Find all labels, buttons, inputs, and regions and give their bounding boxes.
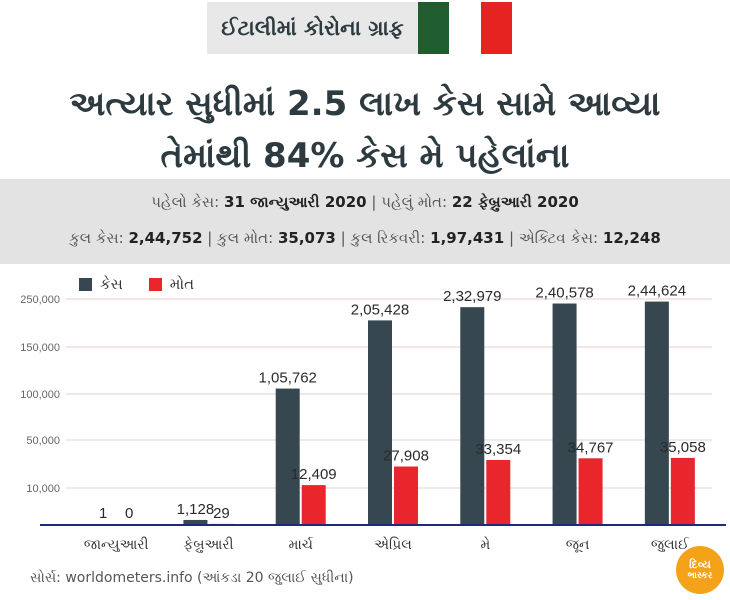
x-category-label: જાન્યુઆરી xyxy=(84,537,149,553)
separator: | xyxy=(508,229,515,247)
bar-deaths xyxy=(301,485,326,524)
data-label-deaths: 27,908 xyxy=(383,448,429,465)
legend-swatch-deaths xyxy=(148,277,162,291)
logo-line2: ભાસ્કર xyxy=(687,571,713,581)
data-label-cases: 2,32,979 xyxy=(443,288,501,305)
bar-deaths xyxy=(394,466,418,524)
first-death-value: 22 ફેબ્રુઆરી 2020 xyxy=(451,193,579,211)
info-line-first: પહેલો કેસ: 31 જાન્યુઆરી 2020 | પહેલું મો… xyxy=(0,193,730,211)
bar-cases xyxy=(552,303,577,524)
flag-stripe-red xyxy=(480,2,512,54)
data-label-cases: 2,40,578 xyxy=(535,285,593,302)
first-death-label: પહેલું મોત: xyxy=(381,193,448,211)
active-label: એક્ટિવ કેસ: xyxy=(518,229,599,247)
source-note: સોર્સ: worldometers.info (આંકડા 20 જુલાઈ… xyxy=(30,570,354,586)
y-tick-label: 150,000 xyxy=(20,342,60,354)
data-label-deaths: 29 xyxy=(213,505,230,522)
separator: | xyxy=(340,229,346,247)
x-category-label: જુલાઈ xyxy=(651,537,690,553)
x-category-label: એપ્રિલ xyxy=(374,536,412,553)
data-label-cases: 1 xyxy=(99,505,107,522)
data-label-deaths: 34,767 xyxy=(568,439,614,456)
x-category-label: જૂન xyxy=(566,537,590,553)
bar-deaths xyxy=(486,459,511,524)
title-tag-text: ઈટાલીમાં કોરોના ગ્રાફ xyxy=(221,15,404,40)
bar-cases xyxy=(368,320,392,524)
info-box: પહેલો કેસ: 31 જાન્યુઆરી 2020 | પહેલું મો… xyxy=(0,179,730,264)
flag-stripe-white xyxy=(449,2,481,54)
legend-label-deaths: મોત xyxy=(169,275,195,293)
data-label-cases: 2,05,428 xyxy=(351,301,409,318)
bar-cases xyxy=(644,301,669,524)
total-deaths-label: કુલ મોત: xyxy=(217,229,274,247)
y-tick-label: 10,000 xyxy=(26,483,60,495)
data-label-deaths: 0 xyxy=(125,505,133,522)
legend-item-cases: કેસ xyxy=(79,275,123,293)
total-cases-value: 2,44,752 xyxy=(128,229,203,247)
bar-cases xyxy=(183,519,208,524)
data-label-deaths: 33,354 xyxy=(475,441,521,458)
data-label-cases: 2,44,624 xyxy=(628,283,686,300)
total-deaths-value: 35,073 xyxy=(277,229,336,247)
first-case-value: 31 જાન્યુઆરી 2020 xyxy=(224,193,367,211)
legend-item-deaths: મોત xyxy=(148,275,195,293)
data-label-deaths: 35,058 xyxy=(660,439,706,456)
italy-flag-icon xyxy=(418,2,512,54)
headline-line1: અત્યાર સુધીમાં 2.5 લાખ કેસ સામે આવ્યા xyxy=(69,84,661,124)
total-cases-label: કુલ કેસ: xyxy=(69,229,124,247)
bar-cases xyxy=(275,388,300,524)
first-case-label: પહેલો કેસ: xyxy=(151,193,220,211)
active-value: 12,248 xyxy=(602,229,661,247)
total-recovered-value: 1,97,431 xyxy=(430,229,505,247)
y-tick-label: 250,000 xyxy=(20,294,60,306)
title-tag: ઈટાલીમાં કોરોના ગ્રાફ xyxy=(207,2,512,54)
info-line-totals: કુલ કેસ: 2,44,752 | કુલ મોત: 35,073 | કુ… xyxy=(0,229,730,247)
legend-swatch-cases xyxy=(79,277,92,291)
bar-deaths xyxy=(578,458,603,524)
x-category-label: ફેબ્રુઆરી xyxy=(183,536,233,553)
bar-cases xyxy=(460,307,485,524)
y-tick-label: 100,000 xyxy=(20,389,60,401)
y-tick-label: 50,000 xyxy=(26,435,60,447)
flag-stripe-green xyxy=(418,2,450,54)
headline: અત્યાર સુધીમાં 2.5 લાખ કેસ સામે આવ્યા તે… xyxy=(0,78,730,182)
bar-deaths xyxy=(670,457,695,524)
headline-line2: તેમાંથી 84% કેસ મે પહેલાંના xyxy=(160,136,570,176)
chart-legend: કેસ મોત xyxy=(79,275,220,293)
data-label-cases: 1,05,762 xyxy=(259,370,317,387)
separator: | xyxy=(371,193,377,211)
bar-chart: 10,000 50,000 100,000 150,000 250,000 1 0 જાન્ય… xyxy=(20,283,726,553)
total-recovered-label: કુલ રિકવરી: xyxy=(350,229,426,247)
x-category-label: માર્ચ xyxy=(288,536,313,553)
logo-line1: દિવ્ય xyxy=(689,558,711,571)
divya-bhaskar-logo: દિવ્ય ભાસ્કર xyxy=(676,546,724,594)
legend-label-cases: કેસ xyxy=(100,275,123,293)
separator: | xyxy=(207,229,213,247)
x-category-label: મે xyxy=(480,536,490,553)
data-label-deaths: 12,409 xyxy=(291,466,337,483)
data-label-cases: 1,128 xyxy=(177,501,215,518)
